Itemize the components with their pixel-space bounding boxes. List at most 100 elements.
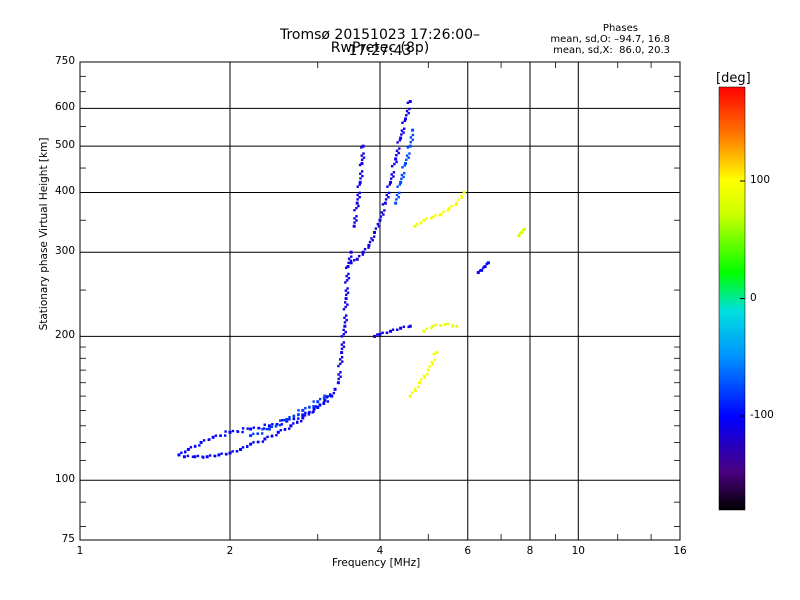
data-point [211, 435, 215, 439]
data-point [191, 455, 195, 458]
data-point [386, 185, 389, 188]
data-point [318, 397, 322, 401]
data-point [399, 136, 403, 140]
data-point [384, 198, 388, 201]
data-point [184, 450, 187, 453]
data-point [279, 429, 283, 432]
data-point [236, 430, 240, 433]
data-point [292, 417, 296, 421]
data-point [275, 434, 278, 437]
data-point [186, 447, 190, 451]
data-point [219, 434, 222, 437]
data-point [270, 434, 274, 437]
data-point [395, 193, 399, 197]
data-point [403, 164, 406, 167]
data-point [352, 224, 356, 228]
data-point [339, 362, 342, 366]
data-point [267, 427, 271, 431]
data-point [276, 423, 279, 426]
data-point [333, 387, 337, 391]
data-point [377, 225, 381, 228]
data-point [378, 218, 382, 222]
data-point [342, 308, 346, 311]
data-point [261, 440, 265, 443]
data-point [451, 325, 455, 328]
chart-subtitle: RwPretec (8p) [330, 40, 430, 56]
data-point [343, 321, 347, 324]
data-point [378, 332, 382, 336]
data-point [396, 185, 399, 188]
data-point [301, 413, 305, 417]
data-point [205, 455, 209, 459]
data-point [330, 394, 334, 398]
data-point [312, 407, 316, 411]
data-point [398, 147, 401, 150]
data-point [480, 268, 484, 272]
data-point [430, 326, 433, 330]
data-point [398, 191, 401, 195]
data-point [403, 119, 406, 123]
data-point [353, 217, 356, 220]
data-point [345, 266, 348, 270]
data-point [280, 423, 284, 426]
data-point [389, 180, 393, 184]
data-point [347, 272, 350, 276]
data-point [312, 400, 315, 403]
data-point [446, 322, 450, 326]
data-point [400, 133, 403, 136]
y-tick-label: 750 [54, 55, 75, 67]
data-point [397, 151, 400, 155]
data-point [198, 444, 201, 447]
data-point [383, 201, 387, 205]
data-point [422, 374, 426, 378]
data-point [419, 221, 423, 224]
data-point [394, 201, 398, 205]
data-point [339, 375, 342, 378]
data-point [374, 227, 378, 230]
data-point [199, 440, 203, 444]
data-point [411, 138, 414, 141]
data-point [266, 435, 269, 439]
data-point [355, 257, 359, 261]
data-point [323, 398, 327, 402]
data-point [353, 209, 356, 212]
data-point [249, 434, 253, 438]
data-point [235, 449, 239, 453]
data-point [403, 127, 406, 130]
data-point [523, 227, 527, 231]
y-tick-label: 500 [54, 139, 75, 152]
data-point [398, 139, 402, 142]
data-point [312, 405, 315, 408]
data-point [343, 301, 347, 304]
data-point [342, 341, 346, 344]
data-point [262, 427, 266, 430]
data-point [180, 451, 183, 454]
data-point [430, 360, 433, 364]
data-point [395, 160, 398, 164]
data-point [278, 423, 282, 427]
data-point [345, 293, 348, 297]
data-point [361, 144, 365, 148]
data-point [399, 180, 403, 184]
data-point [400, 173, 404, 177]
y-tick-label: 600 [54, 101, 75, 114]
data-point [316, 400, 320, 404]
y-tick-label: 100 [54, 473, 75, 486]
data-point [455, 201, 459, 205]
y-tick-label: 75 [61, 533, 75, 545]
data-point [303, 414, 307, 417]
data-point [326, 400, 330, 403]
data-point [337, 377, 340, 381]
data-point [345, 274, 348, 278]
data-point [405, 158, 408, 161]
data-point [431, 324, 435, 328]
data-point [394, 157, 398, 161]
chart-title: Tromsø 20151023 17:26:00–17:27:43 [279, 27, 481, 59]
data-point [433, 358, 436, 362]
data-point [360, 146, 363, 149]
data-point [520, 230, 524, 234]
data-point [423, 376, 426, 379]
data-point [402, 175, 405, 179]
data-point [373, 230, 377, 234]
